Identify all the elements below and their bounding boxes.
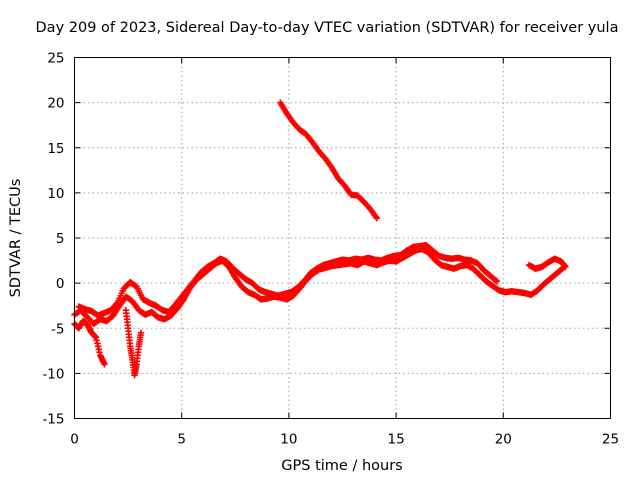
x-tick-label-1: 5 bbox=[177, 432, 186, 448]
x-tick-label-3: 15 bbox=[388, 432, 405, 448]
grid-lines bbox=[74, 57, 611, 419]
data-point-track-late-36 bbox=[562, 263, 569, 271]
y-tick-label-4: 5 bbox=[56, 231, 65, 247]
data-point-track-dip-b-42 bbox=[137, 329, 145, 336]
chart-title: Day 209 of 2023, Sidereal Day-to-day VTE… bbox=[36, 20, 619, 36]
x-tick-label-4: 20 bbox=[495, 432, 512, 448]
y-tick-label-8: 25 bbox=[47, 51, 64, 67]
y-tick-label-3: 0 bbox=[56, 276, 65, 292]
series-track-main-high bbox=[75, 242, 501, 319]
x-tick-label-5: 25 bbox=[602, 432, 619, 448]
x-tick-label-0: 0 bbox=[70, 432, 79, 448]
series-track-falling bbox=[277, 99, 381, 222]
data-point-track-main-high-35 bbox=[113, 300, 120, 308]
series-track-dip-a bbox=[71, 317, 108, 368]
data-point-track-dip-a-42 bbox=[101, 361, 108, 368]
y-tick-label-5: 10 bbox=[47, 186, 64, 202]
y-tick-label-1: -10 bbox=[42, 366, 64, 382]
axis-ticks: 0 5 10 15 20 25 -15 -10 -5 0 5 10 15 20 25 bbox=[42, 51, 619, 448]
y-tick-label-6: 15 bbox=[47, 141, 64, 157]
x-tick-label-2: 10 bbox=[280, 432, 297, 448]
plot-frame bbox=[74, 57, 611, 419]
x-axis-label: GPS time / hours bbox=[281, 458, 402, 474]
data-point-track-falling-90 bbox=[373, 214, 381, 222]
series-track-main-low bbox=[71, 245, 567, 327]
y-tick-label-7: 20 bbox=[47, 96, 64, 112]
y-axis-label: SDTVAR / TECUs bbox=[8, 179, 24, 298]
series-track-dip-b bbox=[122, 307, 145, 379]
y-tick-label-2: -5 bbox=[51, 321, 64, 337]
series-track-late bbox=[525, 255, 569, 272]
y-tick-label-0: -15 bbox=[42, 412, 64, 428]
data-series bbox=[71, 99, 569, 379]
data-point-track-main-high-390 bbox=[493, 278, 501, 285]
data-point-track-main-high-389 bbox=[492, 277, 499, 284]
